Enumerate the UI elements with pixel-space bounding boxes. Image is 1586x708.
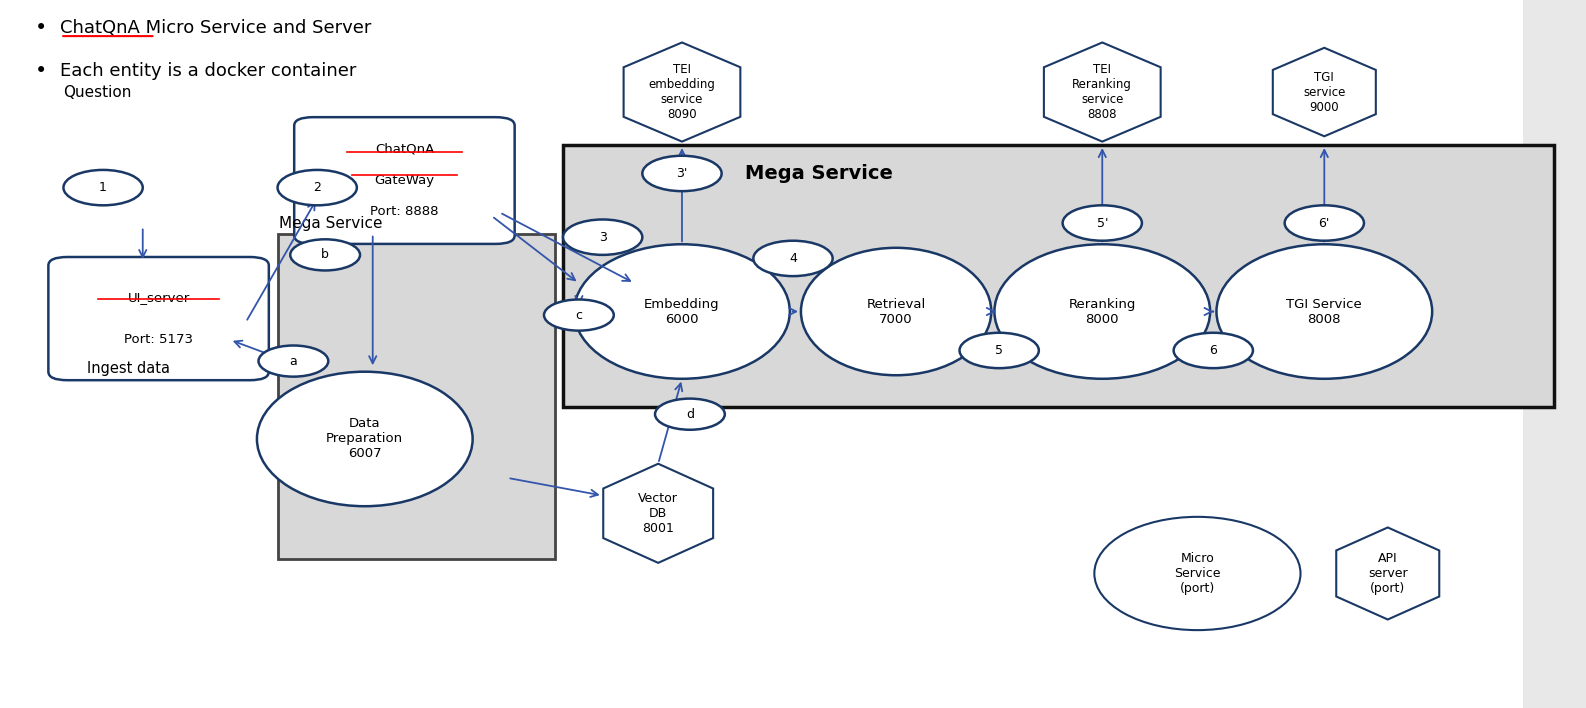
Ellipse shape — [1216, 244, 1432, 379]
Text: Question: Question — [63, 84, 132, 100]
Text: 5: 5 — [994, 344, 1004, 357]
Text: Data
Preparation
6007: Data Preparation 6007 — [327, 418, 403, 460]
Text: GateWay: GateWay — [374, 174, 435, 187]
Polygon shape — [623, 42, 741, 142]
Text: Each entity is a docker container: Each entity is a docker container — [60, 62, 357, 80]
Text: 2: 2 — [314, 181, 320, 194]
Polygon shape — [603, 464, 714, 563]
Text: Port: 5173: Port: 5173 — [124, 333, 193, 346]
Circle shape — [290, 239, 360, 270]
Text: Mega Service: Mega Service — [745, 164, 893, 183]
FancyBboxPatch shape — [49, 257, 270, 380]
Text: Retrieval
7000: Retrieval 7000 — [866, 297, 926, 326]
Text: 3': 3' — [676, 167, 688, 180]
Text: 4: 4 — [790, 252, 796, 265]
Text: Embedding
6000: Embedding 6000 — [644, 297, 720, 326]
FancyBboxPatch shape — [563, 145, 1554, 407]
Text: 5': 5' — [1096, 217, 1109, 229]
Circle shape — [1285, 205, 1364, 241]
Text: 1: 1 — [100, 181, 106, 194]
Polygon shape — [1337, 527, 1439, 620]
Text: Micro
Service
(port): Micro Service (port) — [1174, 552, 1221, 595]
Circle shape — [259, 346, 328, 377]
Text: Port: 8888: Port: 8888 — [370, 205, 439, 218]
Text: ChatQnA: ChatQnA — [374, 143, 435, 156]
Circle shape — [753, 241, 833, 276]
Text: •: • — [35, 18, 48, 38]
Ellipse shape — [257, 372, 473, 506]
Text: API
server
(port): API server (port) — [1369, 552, 1407, 595]
Text: 6: 6 — [1210, 344, 1216, 357]
Text: Vector
DB
8001: Vector DB 8001 — [638, 492, 679, 535]
Text: d: d — [685, 408, 695, 421]
Circle shape — [1063, 205, 1142, 241]
Circle shape — [960, 333, 1039, 368]
Polygon shape — [1044, 42, 1161, 142]
Text: TGI Service
8008: TGI Service 8008 — [1286, 297, 1362, 326]
Circle shape — [563, 219, 642, 255]
Ellipse shape — [574, 244, 790, 379]
Circle shape — [642, 156, 722, 191]
Text: Ingest data: Ingest data — [87, 360, 170, 376]
Text: UI_server: UI_server — [127, 291, 190, 304]
Text: c: c — [576, 309, 582, 321]
Text: •: • — [35, 61, 48, 81]
FancyBboxPatch shape — [293, 117, 514, 244]
FancyBboxPatch shape — [1523, 0, 1586, 708]
Text: ChatQnA Micro Service and Server: ChatQnA Micro Service and Server — [60, 19, 371, 38]
Ellipse shape — [994, 244, 1210, 379]
Circle shape — [63, 170, 143, 205]
Text: Reranking
8000: Reranking 8000 — [1069, 297, 1136, 326]
Text: b: b — [322, 249, 328, 261]
Text: TEI
Reranking
service
8808: TEI Reranking service 8808 — [1072, 63, 1132, 121]
Text: a: a — [290, 355, 297, 367]
Text: 3: 3 — [600, 231, 606, 244]
Ellipse shape — [801, 248, 991, 375]
Text: 6': 6' — [1318, 217, 1331, 229]
Text: TEI
embedding
service
8090: TEI embedding service 8090 — [649, 63, 715, 121]
Circle shape — [1174, 333, 1253, 368]
Text: Mega Service: Mega Service — [279, 215, 382, 231]
Ellipse shape — [1094, 517, 1301, 630]
Polygon shape — [1274, 48, 1375, 136]
Circle shape — [278, 170, 357, 205]
Text: TGI
service
9000: TGI service 9000 — [1304, 71, 1345, 113]
Circle shape — [655, 399, 725, 430]
FancyBboxPatch shape — [278, 234, 555, 559]
Circle shape — [544, 299, 614, 331]
